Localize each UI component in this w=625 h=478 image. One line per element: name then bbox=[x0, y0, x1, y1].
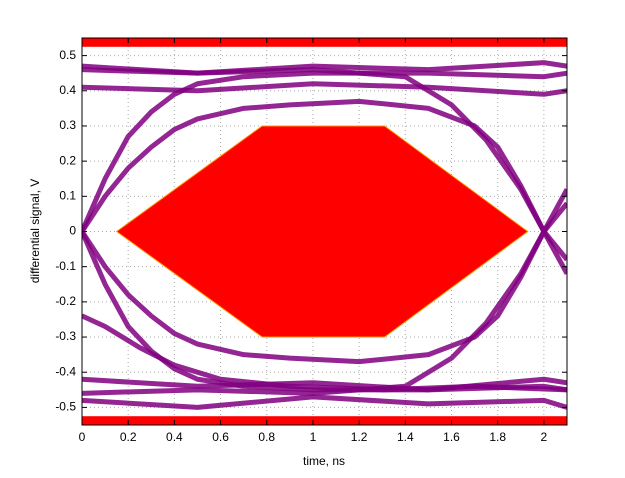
trace bbox=[82, 394, 567, 410]
y-tick-label: -0.1 bbox=[55, 259, 76, 273]
trace bbox=[82, 313, 567, 393]
x-tick-label: 2 bbox=[541, 430, 548, 444]
trace bbox=[82, 188, 567, 396]
y-tick-label: 0.1 bbox=[59, 188, 76, 202]
trace bbox=[82, 201, 567, 365]
eye-mask bbox=[115, 125, 529, 338]
x-tick-label: 0.8 bbox=[258, 430, 275, 444]
y-tick-label: 0.2 bbox=[59, 153, 76, 167]
y-tick-label: -0.3 bbox=[55, 329, 76, 343]
x-tick-label: 0.6 bbox=[212, 430, 229, 444]
x-tick-label: 1 bbox=[310, 430, 317, 444]
y-tick-label: 0.3 bbox=[59, 118, 76, 132]
x-tick-label: 1.8 bbox=[489, 430, 506, 444]
trace bbox=[82, 67, 567, 275]
y-tick-label: 0.5 bbox=[59, 48, 76, 62]
x-tick-label: 0.4 bbox=[166, 430, 183, 444]
mask-band bbox=[82, 416, 567, 425]
plot-layer bbox=[82, 38, 567, 425]
y-tick-label: -0.4 bbox=[55, 364, 76, 378]
trace bbox=[82, 376, 567, 393]
y-axis-label: differential signal, V bbox=[28, 179, 42, 284]
y-tick-label: 0 bbox=[69, 224, 76, 238]
y-tick-label: 0.4 bbox=[59, 83, 76, 97]
trace bbox=[82, 98, 567, 262]
x-tick-label: 0 bbox=[79, 430, 86, 444]
trace bbox=[82, 70, 567, 233]
y-tick-label: -0.5 bbox=[55, 400, 76, 414]
x-tick-label: 1.6 bbox=[443, 430, 460, 444]
x-axis-label: time, ns bbox=[303, 454, 345, 468]
x-tick-label: 1.2 bbox=[351, 430, 368, 444]
y-tick-label: -0.2 bbox=[55, 294, 76, 308]
x-tick-label: 0.2 bbox=[120, 430, 137, 444]
mask-band bbox=[82, 38, 567, 47]
x-tick-label: 1.4 bbox=[397, 430, 414, 444]
